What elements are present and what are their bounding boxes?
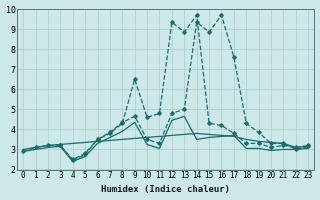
X-axis label: Humidex (Indice chaleur): Humidex (Indice chaleur) <box>101 185 230 194</box>
